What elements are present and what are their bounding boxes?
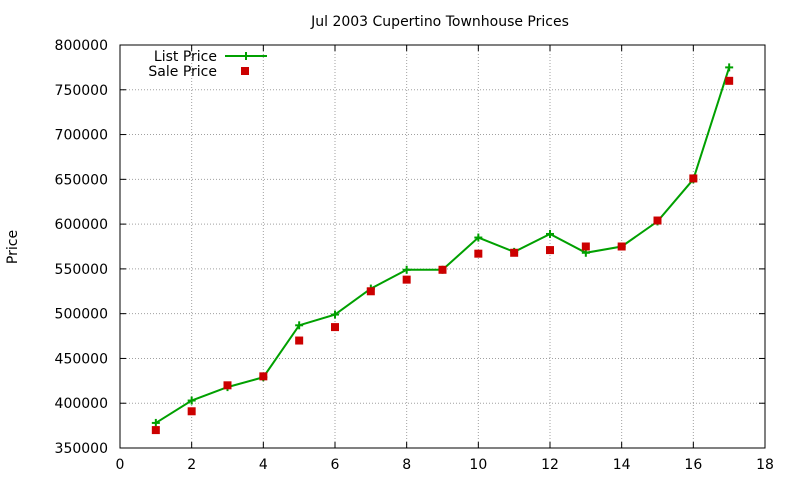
- sale-price-point: [474, 249, 483, 258]
- series: [151, 63, 734, 435]
- sale-price-point: [331, 323, 339, 332]
- sale-price-point: [653, 216, 662, 225]
- y-tick-label: 400000: [55, 396, 108, 412]
- sale-price-point: [438, 265, 447, 274]
- x-tick-label: 14: [613, 457, 631, 473]
- list-price-point: [295, 321, 304, 330]
- x-tick-label: 0: [116, 457, 125, 473]
- x-tick-label: 12: [541, 457, 559, 473]
- list-price-point: [474, 233, 483, 242]
- y-tick-label: 500000: [55, 307, 108, 323]
- x-tick-label: 16: [684, 457, 702, 473]
- x-tick-label: 8: [402, 457, 411, 473]
- sale-price-point: [259, 372, 268, 381]
- tick-labels: 0 2 4 6 8 10 12 14 16 18 350000 400000 450000 500000 5…: [55, 38, 774, 473]
- legend-label-sale-price: Sale Price: [148, 64, 217, 80]
- list-price-point: [546, 229, 554, 238]
- sale-price-point: [617, 242, 626, 251]
- sale-price-point: [725, 76, 734, 85]
- legend-label-list-price: List Price: [154, 49, 217, 65]
- list-price-point: [402, 265, 411, 274]
- y-tick-label: 800000: [55, 38, 108, 54]
- x-tick-label: 18: [756, 457, 774, 473]
- list-price-point: [331, 310, 339, 319]
- y-tick-label: 750000: [55, 83, 108, 99]
- sale-price-point: [402, 275, 411, 284]
- sale-price-point: [295, 336, 304, 345]
- y-tick-label: 350000: [55, 441, 108, 457]
- y-tick-label: 550000: [55, 262, 108, 278]
- sale-price-point: [689, 174, 698, 183]
- sale-price-point: [366, 287, 375, 296]
- y-tick-label: 700000: [55, 128, 108, 144]
- y-tick-label: 600000: [55, 217, 108, 233]
- sale-price-point: [546, 246, 554, 255]
- x-tick-label: 2: [187, 457, 196, 473]
- list-price-line: [155, 67, 731, 424]
- x-tick-label: 4: [259, 457, 268, 473]
- y-tick-label: 450000: [55, 351, 108, 367]
- x-tick-label: 10: [469, 457, 487, 473]
- y-tick-label: 650000: [55, 172, 108, 188]
- grid: [120, 45, 765, 448]
- list-price-point: [725, 63, 734, 72]
- legend-sale-price-marker: [241, 67, 249, 75]
- plot-border: [119, 44, 766, 449]
- sale-price-point: [151, 426, 160, 435]
- chart-title: Jul 2003 Cupertino Townhouse Prices: [310, 14, 569, 30]
- axes: [119, 44, 766, 449]
- x-tick-label: 6: [331, 457, 340, 473]
- sale-price-point: [510, 248, 519, 257]
- list-price-point: [187, 396, 196, 405]
- sale-price-point: [187, 407, 196, 416]
- sale-price-point: [581, 242, 590, 251]
- y-axis-label: Price: [5, 230, 21, 264]
- legend: List Price Sale Price: [148, 49, 267, 80]
- list-price-point: [151, 418, 160, 427]
- sale-price-point: [223, 381, 232, 390]
